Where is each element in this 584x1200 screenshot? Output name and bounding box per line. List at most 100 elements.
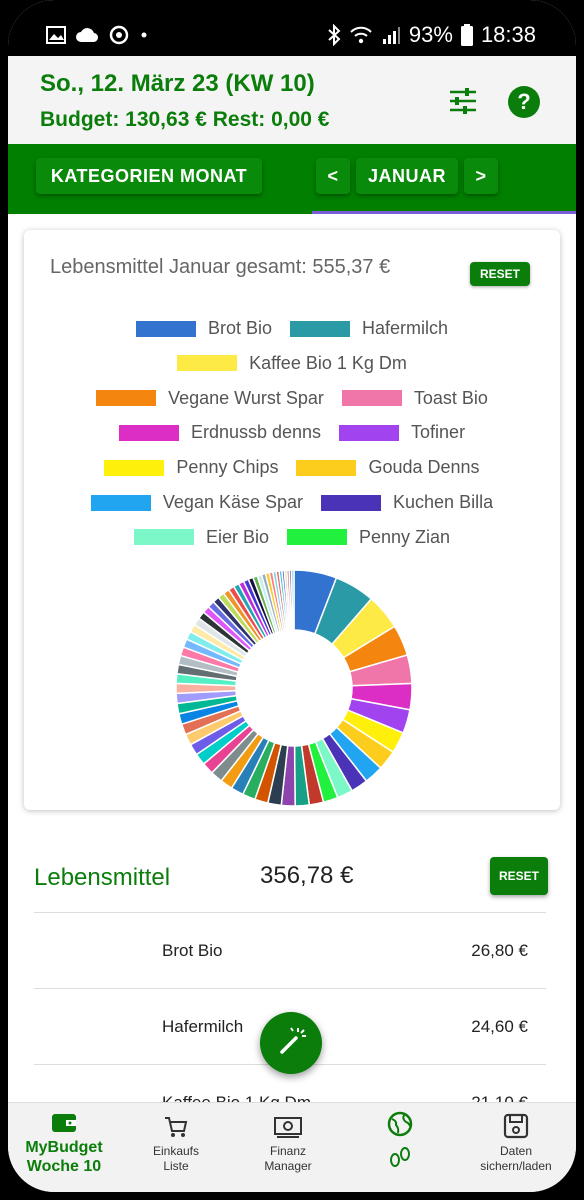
legend-row: Vegane Wurst Spar Toast Bio	[24, 388, 560, 409]
legend-label: Penny Zian	[358, 526, 451, 547]
wallet-icon	[52, 1114, 76, 1132]
bluetooth-icon	[328, 24, 341, 46]
legend-item[interactable]: Vegan Käse Spar	[90, 492, 304, 513]
next-month-button[interactable]: >	[464, 158, 498, 194]
legend-swatch	[339, 424, 400, 441]
legend-row: Brot Bio Hafermilch	[24, 318, 560, 339]
nav-mybudget-label: MyBudget	[25, 1139, 103, 1156]
filter-settings-icon[interactable]	[448, 88, 478, 114]
legend-item[interactable]: Gouda Denns	[296, 457, 480, 478]
legend-row: Eier Bio Penny Zian	[24, 527, 560, 548]
nav-shopping-label: Einkaufs	[152, 1144, 200, 1158]
list-item[interactable]: Brot Bio 26,80 €	[34, 912, 546, 988]
phone-screen: 93% 18:38 So., 12. März 23 (KW 10) Budge…	[8, 0, 576, 1192]
nav-data-save-load[interactable]: Daten sichern/laden	[456, 1103, 576, 1192]
legend-item[interactable]: Eier Bio	[133, 526, 269, 548]
legend-row: Kaffee Bio 1 Kg Dm	[24, 353, 560, 374]
legend-item[interactable]: Erdnussb denns	[118, 422, 322, 443]
magic-wand-button[interactable]	[260, 1012, 322, 1074]
donut-chart	[175, 569, 413, 807]
category-total: 356,78 €	[260, 862, 354, 889]
cloud-icon	[76, 28, 98, 43]
dot-icon	[141, 32, 147, 38]
legend-label: Kaffee Bio 1 Kg Dm	[249, 352, 407, 373]
footprint-icon	[390, 1147, 410, 1167]
legend-item[interactable]: Kuchen Billa	[321, 492, 493, 513]
status-bar: 93% 18:38	[8, 0, 576, 56]
globe-icon	[387, 1111, 413, 1137]
legend-row: Erdnussb denns Tofiner	[24, 422, 560, 443]
legend-row: Penny Chips Gouda Denns	[24, 457, 560, 478]
help-icon[interactable]: ?	[508, 86, 540, 118]
legend-label: Hafermilch	[362, 318, 449, 338]
legend-label: Eier Bio	[205, 526, 269, 547]
nav-shopping-sublabel: Liste	[163, 1159, 189, 1173]
legend-item[interactable]: Hafermilch	[290, 318, 448, 339]
legend-swatch	[90, 494, 151, 511]
chart-reset-button[interactable]: RESET	[470, 262, 530, 286]
money-icon	[274, 1117, 302, 1138]
bottom-navigation: MyBudget Woche 10 Einkaufs Liste Finanz …	[8, 1102, 576, 1192]
legend-item[interactable]: Brot Bio	[135, 318, 272, 339]
prev-month-button[interactable]: <	[316, 158, 350, 194]
donut-slice[interactable]	[290, 569, 295, 631]
nav-mybudget[interactable]: MyBudget Woche 10	[8, 1103, 120, 1192]
item-name: Brot Bio	[162, 941, 223, 960]
legend-swatch	[321, 494, 382, 511]
nav-mybudget-sublabel: Woche 10	[26, 1158, 102, 1175]
legend-swatch	[133, 529, 194, 546]
legend-swatch	[177, 355, 238, 372]
budget-summary: Budget: 130,63 € Rest: 0,00 €	[40, 108, 330, 131]
category-month-button[interactable]: KATEGORIEN MONAT	[36, 158, 262, 194]
legend-label: Vegan Käse Spar	[162, 492, 304, 512]
legend-swatch	[341, 390, 402, 407]
item-value: 26,80 €	[471, 941, 528, 960]
legend-label: Gouda Denns	[368, 457, 480, 478]
item-name: Hafermilch	[162, 1017, 244, 1036]
category-name: Lebensmittel	[34, 864, 171, 891]
chart-title: Lebensmittel Januar gesamt: 555,37 €	[50, 256, 391, 278]
date-title: So., 12. März 23 (KW 10)	[40, 70, 315, 97]
legend-label: Vegane Wurst Spar	[168, 387, 324, 408]
category-reset-button[interactable]: RESET	[490, 857, 548, 895]
nav-shopping-list[interactable]: Einkaufs Liste	[120, 1103, 232, 1192]
nav-data-label: Daten	[499, 1144, 533, 1158]
nav-eco[interactable]	[344, 1103, 456, 1192]
legend-item[interactable]: Penny Chips	[104, 457, 278, 478]
legend-item[interactable]: Penny Zian	[286, 526, 451, 548]
legend-swatch	[104, 459, 165, 476]
save-icon	[503, 1113, 529, 1139]
legend-label: Toast Bio	[413, 387, 488, 408]
nav-data-sublabel: sichern/laden	[480, 1159, 552, 1173]
legend-row: Vegan Käse Spar Kuchen Billa	[24, 492, 560, 513]
sync-icon	[109, 25, 129, 45]
magic-wand-icon	[280, 1027, 306, 1054]
legend-item[interactable]: Kaffee Bio 1 Kg Dm	[177, 353, 407, 374]
month-selector[interactable]: JANUAR	[356, 158, 458, 194]
legend-swatch	[286, 529, 347, 546]
legend-label: Penny Chips	[176, 457, 279, 478]
battery-icon	[460, 24, 473, 46]
legend-swatch	[96, 390, 157, 407]
month-toolbar: KATEGORIEN MONAT < JANUAR >	[8, 144, 576, 214]
chart-card: Lebensmittel Januar gesamt: 555,37 € RES…	[24, 230, 560, 810]
legend-item[interactable]: Toast Bio	[341, 387, 488, 409]
legend-label: Tofiner	[411, 422, 466, 443]
legend-swatch	[135, 320, 196, 337]
app-header: So., 12. März 23 (KW 10) Budget: 130,63 …	[8, 56, 576, 144]
battery-percent: 93%	[408, 22, 453, 47]
image-icon	[46, 26, 66, 44]
shopping-cart-icon	[165, 1117, 188, 1137]
legend-swatch	[296, 459, 357, 476]
wifi-icon	[350, 26, 372, 44]
nav-finance-manager[interactable]: Finanz Manager	[232, 1103, 344, 1192]
legend-item[interactable]: Tofiner	[339, 422, 465, 443]
nav-finance-label: Finanz	[269, 1144, 307, 1158]
clock-time: 18:38	[480, 22, 536, 47]
nav-finance-sublabel: Manager	[264, 1159, 312, 1173]
signal-icon	[382, 27, 400, 44]
legend-label: Erdnussb denns	[190, 422, 322, 443]
list-item[interactable]: Hafermilch 24,60 €	[34, 988, 546, 1064]
legend-swatch	[290, 320, 350, 337]
legend-item[interactable]: Vegane Wurst Spar	[96, 388, 324, 409]
